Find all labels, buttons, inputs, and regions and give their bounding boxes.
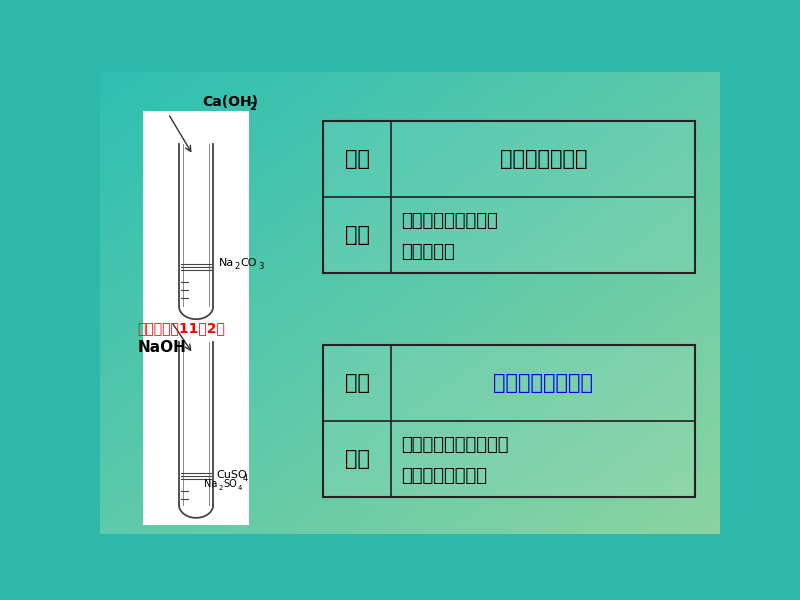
- Text: 分析: 分析: [345, 449, 370, 469]
- Text: 2: 2: [249, 102, 255, 112]
- Bar: [323, 344, 695, 497]
- Text: Na: Na: [204, 479, 218, 489]
- Bar: [143, 111, 249, 326]
- Text: 3: 3: [258, 262, 264, 271]
- Text: 4: 4: [243, 474, 248, 483]
- Bar: [143, 310, 249, 525]
- Text: 2: 2: [218, 485, 222, 491]
- Text: 有白色沉淠生成: 有白色沉淠生成: [499, 149, 587, 169]
- Text: CO: CO: [241, 258, 257, 268]
- Text: 生成碳酸馒: 生成碳酸馒: [401, 242, 454, 260]
- Text: 现象: 现象: [345, 373, 370, 392]
- Text: 现象: 现象: [345, 149, 370, 169]
- Text: SO: SO: [224, 479, 238, 489]
- Bar: [323, 344, 695, 497]
- Text: 有蓝色的絮状沉淠: 有蓝色的絮状沉淠: [494, 373, 594, 392]
- Text: Na: Na: [219, 258, 234, 268]
- Text: Ca(OH): Ca(OH): [202, 95, 258, 109]
- Text: 4: 4: [238, 485, 242, 491]
- Text: NaOH: NaOH: [138, 340, 186, 355]
- Text: 氢氧化鍶与硫酸銅反应: 氢氧化鍶与硫酸銅反应: [401, 436, 508, 454]
- Bar: [323, 121, 695, 273]
- Text: CuSO: CuSO: [216, 470, 247, 479]
- Text: 分析: 分析: [345, 225, 370, 245]
- Text: 2: 2: [235, 262, 240, 271]
- Text: 碳酸鍶与石灰水反应: 碳酸鍶与石灰水反应: [401, 212, 498, 230]
- Text: 【演示实验11－2】: 【演示实验11－2】: [138, 322, 225, 335]
- Bar: [323, 121, 695, 273]
- Text: 生成氢氧化銅沉淠: 生成氢氧化銅沉淠: [401, 467, 486, 485]
